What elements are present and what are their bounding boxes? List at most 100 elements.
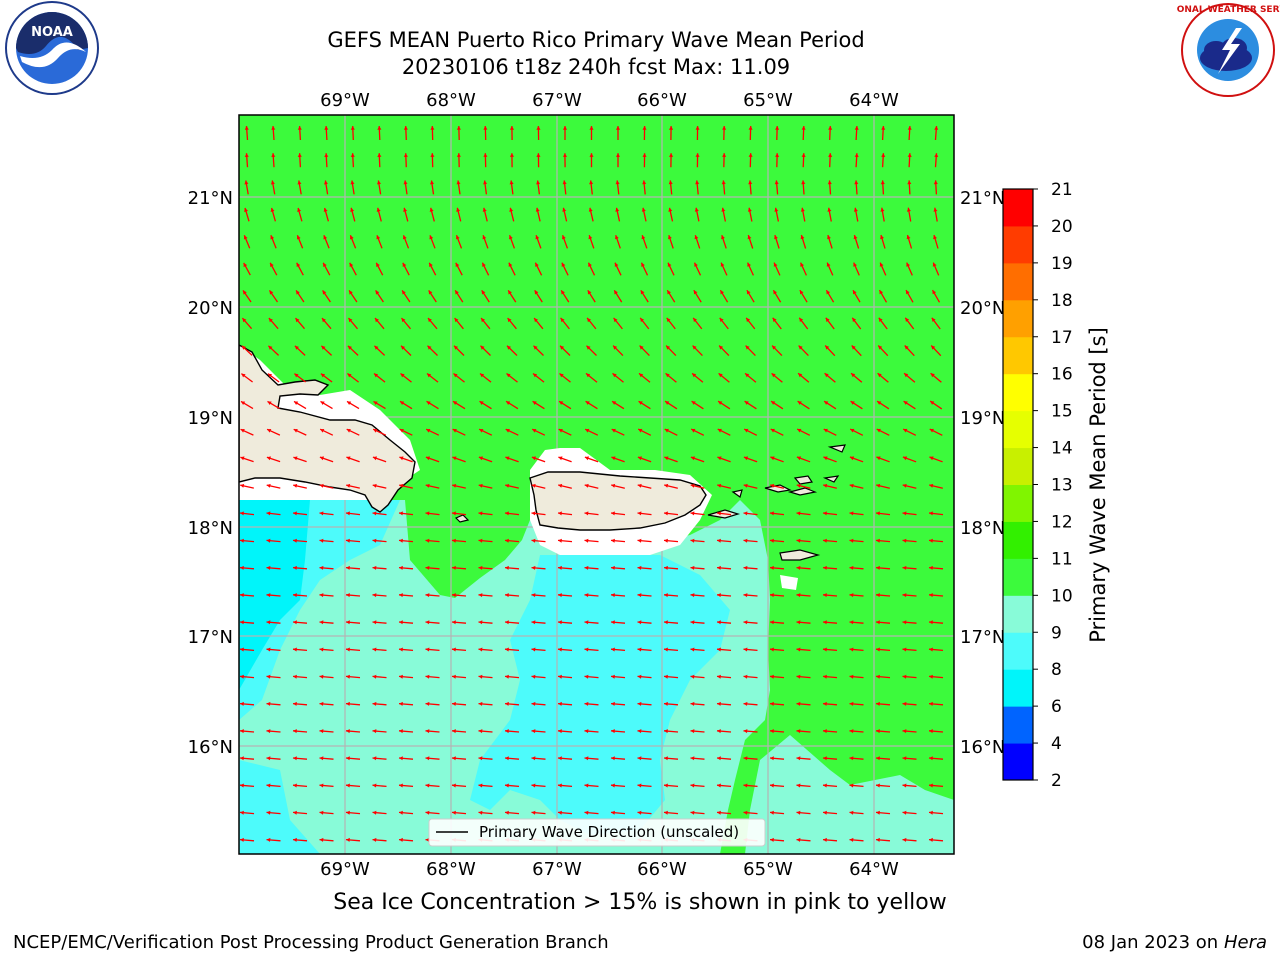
- direction-arrow-head: [717, 810, 721, 815]
- direction-arrow-head: [611, 483, 616, 488]
- direction-arrow-head: [876, 428, 881, 433]
- direction-arrow-head: [664, 647, 668, 652]
- direction-arrow-head: [319, 647, 324, 652]
- direction-arrow-head: [770, 511, 774, 516]
- direction-arrow-head: [823, 483, 828, 488]
- chart-subtitle: 20230106 t18z 240h fcst Max: 11.09: [401, 55, 791, 79]
- direction-arrow-head: [798, 345, 803, 350]
- colorbar-segment: [1003, 447, 1033, 485]
- direction-arrow-head: [743, 674, 748, 679]
- direction-arrow-head: [933, 207, 938, 212]
- direction-arrow-head: [403, 153, 408, 157]
- direction-arrow-head: [402, 262, 407, 267]
- direction-arrow-head: [293, 647, 297, 652]
- lat-label-left: 16°N: [188, 737, 233, 758]
- direction-arrow-head: [295, 318, 300, 323]
- direction-arrow-head: [745, 373, 750, 378]
- lon-label-bottom: 67°W: [532, 859, 582, 880]
- direction-arrow-head: [929, 783, 933, 788]
- direction-arrow-head: [266, 783, 271, 788]
- direction-arrow-head: [934, 126, 939, 130]
- direction-arrow-head: [425, 810, 430, 815]
- direction-arrow-head: [372, 565, 377, 570]
- mona-island: [454, 514, 470, 523]
- direction-arrow-head: [876, 593, 880, 598]
- direction-arrow-head: [588, 207, 593, 212]
- direction-arrow-head: [244, 180, 249, 185]
- direction-arrow-head: [743, 483, 748, 488]
- direction-arrow-head: [319, 620, 324, 625]
- direction-arrow-head: [241, 401, 246, 405]
- colorbar-segment: [1003, 189, 1033, 227]
- direction-arrow-head: [559, 373, 564, 378]
- direction-arrow-head: [372, 701, 377, 706]
- direction-arrow-head: [876, 837, 880, 842]
- direction-arrow-head: [850, 428, 855, 433]
- direction-arrow-head: [536, 126, 541, 130]
- direction-arrow-head: [267, 429, 272, 433]
- direction-arrow-head: [270, 262, 274, 267]
- direction-arrow-head: [319, 565, 324, 570]
- direction-arrow-head: [399, 620, 403, 625]
- direction-arrow-head: [505, 674, 509, 679]
- direction-arrow-head: [614, 290, 618, 295]
- direction-arrow-head: [717, 428, 722, 433]
- direction-arrow-head: [881, 126, 886, 130]
- direction-arrow-head: [478, 565, 483, 570]
- direction-arrow-head: [879, 290, 884, 295]
- direction-arrow-head: [558, 511, 562, 516]
- direction-arrow-head: [401, 318, 406, 323]
- direction-arrow-head: [638, 401, 643, 405]
- direction-arrow-head: [584, 456, 589, 461]
- direction-arrow-head: [478, 729, 483, 734]
- direction-arrow-head: [452, 620, 456, 625]
- direction-arrow-head: [823, 756, 827, 761]
- direction-arrow-head: [319, 701, 324, 706]
- direction-arrow-head: [372, 756, 377, 761]
- direction-arrow-head: [853, 235, 858, 240]
- direction-arrow-head: [266, 483, 271, 488]
- direction-arrow-head: [428, 290, 433, 295]
- direction-arrow-head: [427, 345, 432, 350]
- colorbar-ticks: 2 4 6 8 9 10 11 12 13 14 15 16 17 18 19 20 21: [1033, 180, 1073, 791]
- direction-arrow-head: [430, 180, 434, 185]
- direction-arrow-head: [479, 429, 484, 433]
- direction-arrow-head: [454, 318, 459, 323]
- direction-arrow-head: [319, 593, 324, 598]
- direction-arrow-head: [774, 180, 779, 185]
- direction-arrow-head: [641, 262, 645, 267]
- direction-arrow-head: [664, 810, 668, 815]
- direction-arrow-head: [377, 153, 382, 157]
- direction-arrow-head: [611, 565, 615, 570]
- direction-arrow-head: [743, 456, 749, 461]
- direction-arrow-head: [323, 207, 328, 212]
- direction-arrow-head: [399, 837, 403, 842]
- direction-arrow-head: [534, 290, 539, 295]
- direction-arrow-head: [640, 290, 645, 295]
- direction-arrow-head: [849, 783, 854, 788]
- direction-arrow-head: [691, 401, 696, 405]
- direction-arrow-head: [849, 810, 854, 815]
- direction-arrow-head: [400, 401, 405, 405]
- direction-arrow-head: [240, 538, 244, 543]
- direction-arrow-head: [850, 401, 855, 405]
- direction-arrow-head: [347, 345, 352, 350]
- direction-arrow-head: [932, 290, 937, 295]
- direction-arrow-head: [611, 511, 615, 516]
- direction-arrow-head: [849, 647, 854, 652]
- direction-arrow-head: [452, 538, 456, 543]
- direction-arrow-head: [906, 262, 910, 267]
- direction-arrow-head: [929, 647, 933, 652]
- direction-arrow-head: [584, 647, 589, 652]
- direction-arrow-head: [664, 538, 668, 543]
- direction-arrow-head: [293, 565, 297, 570]
- direction-arrow-head: [428, 318, 432, 323]
- colorbar-tick-label: 2: [1051, 771, 1062, 791]
- direction-arrow-head: [744, 401, 749, 405]
- direction-arrow-head: [240, 593, 244, 598]
- direction-arrow-head: [268, 318, 273, 323]
- direction-arrow-head: [558, 538, 562, 543]
- direction-arrow-head: [826, 290, 831, 295]
- direction-arrow-head: [452, 647, 456, 652]
- direction-arrow-head: [505, 456, 510, 461]
